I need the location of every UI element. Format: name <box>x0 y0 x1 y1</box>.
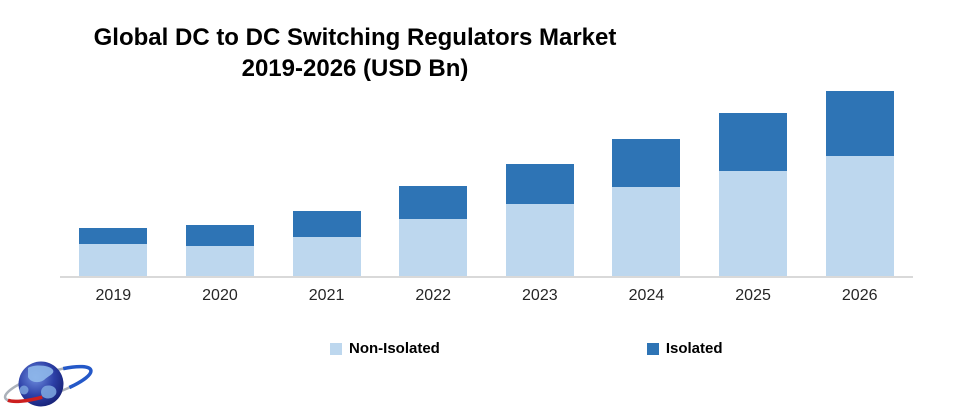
bar-slot <box>487 164 594 277</box>
bar-segment-isolated <box>505 164 574 204</box>
legend-item-non-isolated: Non-Isolated <box>330 340 440 357</box>
bar-segment-non-isolated <box>292 237 361 277</box>
x-axis-label: 2024 <box>628 287 665 304</box>
x-axis-label: 2020 <box>202 287 238 304</box>
globe-swoosh-icon <box>3 361 93 407</box>
legend: Non-Isolated Isolated <box>330 340 723 357</box>
bar-slot <box>380 186 487 277</box>
bar-segment-non-isolated <box>185 246 254 277</box>
legend-label: Non-Isolated <box>349 340 440 357</box>
bar-segment-isolated <box>399 186 468 219</box>
stacked-bar-2021 <box>292 211 361 277</box>
bar-segment-isolated <box>612 139 681 187</box>
bar-slot <box>806 91 913 277</box>
bar-segment-non-isolated <box>825 156 894 277</box>
stacked-bar-2019 <box>79 228 148 277</box>
bar-segment-isolated <box>719 113 788 171</box>
bar-segment-isolated <box>79 228 148 244</box>
x-axis-label: 2023 <box>522 287 558 304</box>
bar-segment-non-isolated <box>612 187 681 277</box>
legend-swatch <box>330 342 342 355</box>
bar-slot <box>273 211 380 277</box>
stacked-bar-2023 <box>505 164 574 277</box>
bar-segment-non-isolated <box>505 204 574 277</box>
stacked-bar-2022 <box>399 186 468 277</box>
legend-swatch <box>646 342 659 355</box>
bar-slot <box>700 113 807 277</box>
x-axis-line <box>60 276 913 278</box>
chart-title-line2: 2019-2026 (USD Bn) <box>241 55 469 82</box>
stacked-bar-2024 <box>612 139 681 277</box>
stacked-bar-2026 <box>825 91 894 277</box>
bar-segment-isolated <box>292 211 361 237</box>
legend-item-isolated: Isolated <box>646 340 723 357</box>
chart-title: Global DC to DC Switching Regulators Mar… <box>60 22 650 84</box>
stacked-bar-2020 <box>185 225 254 277</box>
x-axis-label: 2025 <box>735 287 771 304</box>
bar-segment-non-isolated <box>719 171 788 277</box>
bar-slot <box>593 139 700 277</box>
x-axis-label: 2019 <box>95 287 132 304</box>
bar-segment-non-isolated <box>399 219 468 277</box>
x-axis-label: 2022 <box>415 287 451 304</box>
legend-label: Isolated <box>665 340 723 357</box>
bar-slot <box>60 228 167 277</box>
chart-title-line1: Global DC to DC Switching Regulators Mar… <box>93 24 617 51</box>
x-axis-label: 2026 <box>841 287 878 304</box>
bar-segment-isolated <box>185 225 254 246</box>
plot-area <box>60 70 913 277</box>
stacked-bar-2025 <box>719 113 788 277</box>
bar-segment-non-isolated <box>79 244 148 277</box>
logo: MAXIMIZE MARKET RESEARCH PVT. LTD. <box>0 356 240 409</box>
bar-slot <box>167 225 274 277</box>
x-axis-labels: 2019 2020 2021 2022 2023 2024 2025 2026 <box>60 287 913 305</box>
x-axis-label: 2021 <box>308 287 345 304</box>
bar-segment-isolated <box>825 91 894 156</box>
